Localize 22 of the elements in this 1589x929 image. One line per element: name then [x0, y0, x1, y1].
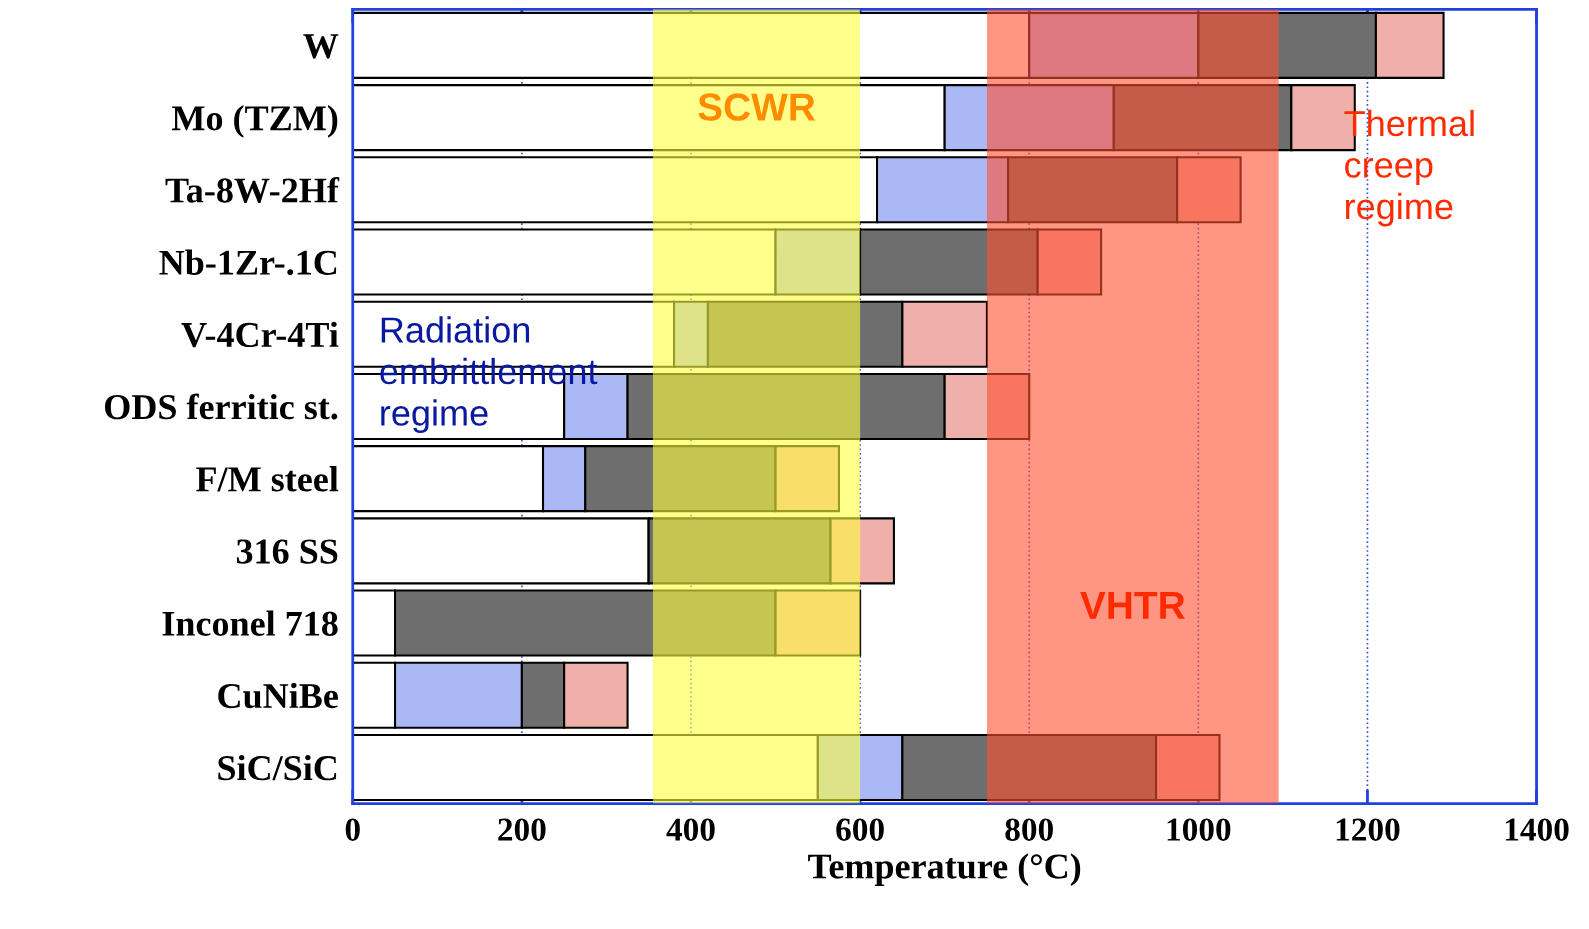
- x-tick-label: 0: [345, 818, 360, 841]
- y-tick-label: 316 SS: [236, 539, 338, 564]
- x-tick-label: 800: [1005, 818, 1053, 841]
- y-tick-label: ODS ferritic st.: [104, 393, 338, 420]
- x-tick-label: 400: [666, 818, 715, 841]
- y-tick-label: Ta-8W-2Hf: [165, 176, 340, 203]
- band-label: VHTR: [1080, 591, 1185, 619]
- y-tick-label: SiC/SiC: [218, 754, 337, 781]
- x-tick-label: 1000: [1167, 818, 1231, 841]
- x-tick-label: 1400: [1505, 818, 1569, 841]
- y-tick-label: CuNiBe: [218, 682, 338, 709]
- x-tick-label: 1200: [1336, 818, 1400, 841]
- y-tick-label: W: [303, 34, 339, 59]
- y-tick-label: Mo (TZM): [172, 105, 338, 138]
- x-axis-title: Temperature (°C): [808, 853, 1081, 887]
- y-tick-label: V-4Cr-4Ti: [181, 321, 339, 348]
- x-tick-label: 600: [836, 818, 884, 841]
- y-tick-label: Inconel 718: [162, 610, 338, 636]
- y-tick-label: F/M steel: [196, 466, 339, 492]
- y-tick-label: Nb-1Zr-.1C: [159, 249, 337, 276]
- band-label: SCWR: [698, 93, 816, 121]
- x-tick-label: 200: [498, 818, 546, 841]
